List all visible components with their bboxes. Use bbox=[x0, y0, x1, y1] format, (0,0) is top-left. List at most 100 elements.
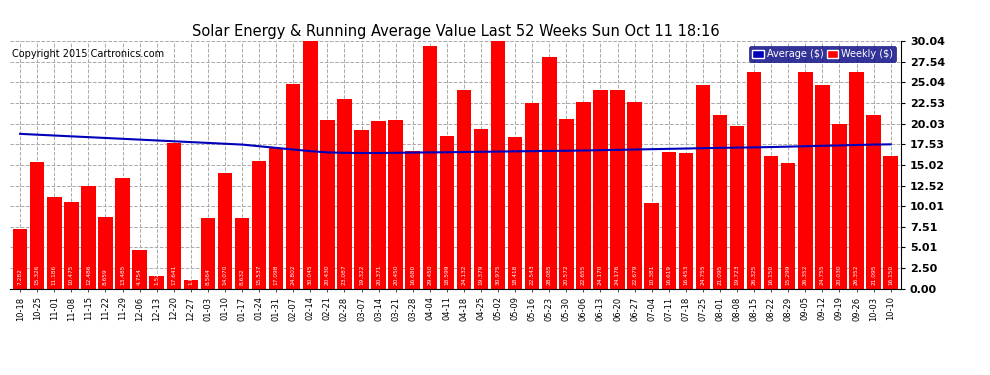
Bar bbox=[286, 84, 301, 289]
Bar bbox=[593, 90, 608, 289]
Text: Copyright 2015 Cartronics.com: Copyright 2015 Cartronics.com bbox=[12, 49, 163, 58]
Text: 16.453: 16.453 bbox=[683, 265, 688, 285]
Bar bbox=[423, 46, 437, 289]
Bar bbox=[781, 163, 796, 289]
Bar bbox=[235, 217, 249, 289]
Bar bbox=[696, 85, 710, 289]
Text: 16.619: 16.619 bbox=[666, 266, 671, 285]
Bar bbox=[201, 218, 215, 289]
Bar bbox=[338, 99, 351, 289]
Text: 19.322: 19.322 bbox=[359, 265, 364, 285]
Text: 15.299: 15.299 bbox=[786, 265, 791, 285]
Bar bbox=[849, 72, 863, 289]
Text: 1.529: 1.529 bbox=[154, 269, 159, 285]
Bar bbox=[543, 57, 556, 289]
Bar bbox=[115, 178, 130, 289]
Text: 20.430: 20.430 bbox=[325, 265, 330, 285]
Text: 4.754: 4.754 bbox=[138, 268, 143, 285]
Text: 8.632: 8.632 bbox=[240, 269, 245, 285]
Bar bbox=[64, 202, 78, 289]
Bar bbox=[251, 161, 266, 289]
Bar bbox=[764, 156, 778, 289]
Text: 16.150: 16.150 bbox=[768, 265, 773, 285]
Text: 10.475: 10.475 bbox=[69, 265, 74, 285]
Text: 16.150: 16.150 bbox=[888, 265, 893, 285]
Bar bbox=[713, 115, 728, 289]
Text: 14.070: 14.070 bbox=[223, 265, 228, 285]
Bar bbox=[730, 126, 744, 289]
Text: 30.045: 30.045 bbox=[308, 265, 313, 285]
Bar bbox=[661, 152, 676, 289]
Text: 24.170: 24.170 bbox=[598, 265, 603, 285]
Bar bbox=[508, 137, 523, 289]
Bar bbox=[269, 148, 283, 289]
Text: 18.599: 18.599 bbox=[445, 265, 449, 285]
Text: 24.755: 24.755 bbox=[700, 265, 706, 285]
Bar bbox=[320, 120, 335, 289]
Bar bbox=[866, 115, 881, 289]
Bar bbox=[388, 120, 403, 289]
Bar bbox=[833, 124, 846, 289]
Title: Solar Energy & Running Average Value Last 52 Weeks Sun Oct 11 18:16: Solar Energy & Running Average Value Las… bbox=[192, 24, 719, 39]
Bar bbox=[30, 162, 45, 289]
Bar bbox=[474, 129, 488, 289]
Text: 18.418: 18.418 bbox=[513, 265, 518, 285]
Text: 20.450: 20.450 bbox=[393, 265, 398, 285]
Text: 19.723: 19.723 bbox=[735, 265, 740, 285]
Text: 24.176: 24.176 bbox=[615, 265, 620, 285]
Bar bbox=[13, 229, 28, 289]
Text: 26.352: 26.352 bbox=[854, 265, 859, 285]
Bar bbox=[559, 119, 573, 289]
Text: 23.087: 23.087 bbox=[342, 265, 346, 285]
Bar bbox=[371, 121, 386, 289]
Bar bbox=[883, 156, 898, 289]
Text: 13.485: 13.485 bbox=[120, 265, 125, 285]
Text: 7.282: 7.282 bbox=[18, 268, 23, 285]
Text: 15.537: 15.537 bbox=[256, 265, 261, 285]
Text: 15.326: 15.326 bbox=[35, 265, 40, 285]
Bar bbox=[183, 280, 198, 289]
Text: 11.186: 11.186 bbox=[51, 266, 56, 285]
Text: 24.755: 24.755 bbox=[820, 265, 825, 285]
Bar bbox=[576, 102, 591, 289]
Bar bbox=[678, 153, 693, 289]
Bar bbox=[149, 276, 164, 289]
Text: 17.641: 17.641 bbox=[171, 265, 176, 285]
Bar bbox=[133, 250, 147, 289]
Bar bbox=[815, 85, 830, 289]
Text: 1.006: 1.006 bbox=[188, 269, 193, 285]
Bar bbox=[628, 102, 642, 289]
Bar bbox=[47, 196, 61, 289]
Text: 22.543: 22.543 bbox=[530, 265, 535, 285]
Text: 17.098: 17.098 bbox=[273, 265, 278, 285]
Bar bbox=[406, 152, 420, 289]
Text: 22.655: 22.655 bbox=[581, 265, 586, 285]
Bar bbox=[610, 90, 625, 289]
Bar bbox=[456, 90, 471, 289]
Text: 24.802: 24.802 bbox=[291, 265, 296, 285]
Text: 16.680: 16.680 bbox=[410, 265, 415, 285]
Text: 28.085: 28.085 bbox=[546, 265, 551, 285]
Text: 24.132: 24.132 bbox=[461, 265, 466, 285]
Text: 29.450: 29.450 bbox=[428, 265, 433, 285]
Legend: Average ($), Weekly ($): Average ($), Weekly ($) bbox=[749, 46, 896, 62]
Bar bbox=[440, 135, 454, 289]
Text: 21.095: 21.095 bbox=[871, 265, 876, 285]
Text: 26.352: 26.352 bbox=[803, 265, 808, 285]
Text: 20.030: 20.030 bbox=[837, 265, 842, 285]
Bar bbox=[746, 72, 761, 289]
Bar bbox=[218, 173, 233, 289]
Bar bbox=[644, 203, 659, 289]
Text: 20.371: 20.371 bbox=[376, 265, 381, 285]
Text: 22.679: 22.679 bbox=[633, 265, 638, 285]
Bar bbox=[491, 33, 505, 289]
Text: 8.564: 8.564 bbox=[205, 269, 211, 285]
Text: 26.325: 26.325 bbox=[751, 265, 756, 285]
Text: 20.572: 20.572 bbox=[564, 265, 569, 285]
Bar bbox=[354, 129, 368, 289]
Bar bbox=[166, 143, 181, 289]
Bar bbox=[81, 186, 96, 289]
Text: 8.659: 8.659 bbox=[103, 269, 108, 285]
Text: 12.486: 12.486 bbox=[86, 265, 91, 285]
Text: 30.975: 30.975 bbox=[496, 265, 501, 285]
